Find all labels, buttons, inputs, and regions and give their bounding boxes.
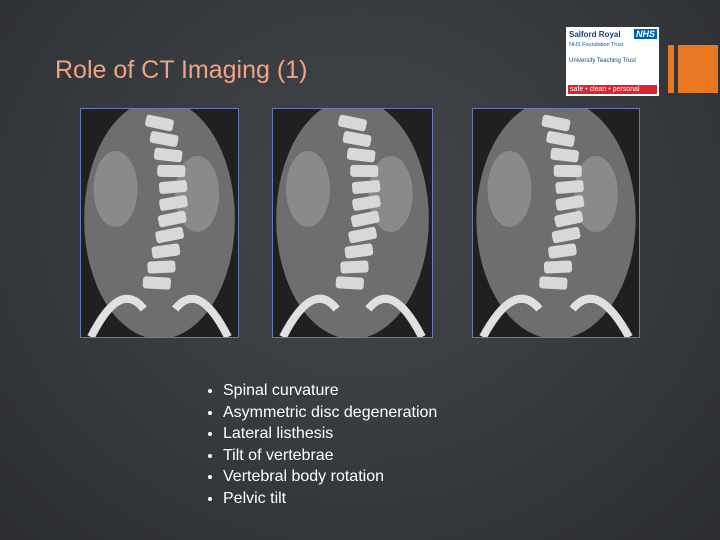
scan-detail — [149, 131, 179, 147]
scan-detail — [279, 294, 426, 337]
scan-detail — [342, 131, 372, 147]
scan-detail — [550, 147, 579, 163]
scan-detail — [551, 226, 581, 244]
scan-detail — [153, 147, 183, 163]
logo-university: University Teaching Trust — [569, 58, 636, 64]
scan-detail — [555, 180, 584, 194]
bullet-item: Spinal curvature — [223, 380, 437, 402]
scan-detail — [87, 294, 232, 337]
scan-detail — [553, 164, 582, 178]
scan-detail — [543, 260, 573, 274]
scan-detail — [147, 260, 176, 274]
logo-nhs: NHS — [633, 29, 657, 39]
scan-detail — [338, 114, 367, 132]
scan-detail — [479, 294, 633, 337]
scan-detail — [350, 164, 379, 178]
scan-detail — [340, 260, 369, 274]
scan-detail — [352, 195, 381, 211]
scan-detail — [548, 243, 577, 259]
ct-image — [272, 108, 433, 338]
scan-detail — [145, 114, 174, 132]
logo-motto: safe • clean • personal — [568, 85, 657, 94]
scan-detail — [554, 210, 584, 228]
scan-detail — [151, 243, 181, 259]
scan-detail — [346, 147, 376, 163]
scan-detail — [344, 243, 374, 259]
slide-title: Role of CT Imaging (1) — [55, 56, 308, 84]
accent-bar — [668, 45, 674, 93]
scan-detail — [157, 210, 187, 228]
scan-detail — [158, 180, 188, 194]
bullet-item: Vertebral body rotation — [223, 466, 437, 488]
scan-detail — [368, 156, 413, 232]
scan-detail — [175, 156, 220, 232]
scan-detail — [555, 195, 585, 211]
ct-image — [80, 108, 239, 338]
logo: Salford Royal NHS NHS Foundation Trust U… — [566, 27, 659, 96]
logo-name: Salford Royal — [569, 30, 621, 39]
accent-bar — [678, 45, 718, 93]
scan-detail — [159, 195, 188, 211]
scan-detail — [93, 151, 138, 227]
bullet-item: Pelvic tilt — [223, 488, 437, 510]
scan-detail — [348, 226, 377, 244]
scan-detail — [573, 156, 618, 232]
scan-detail — [155, 226, 184, 244]
scan-detail — [335, 276, 364, 290]
bullet-list: Spinal curvatureAsymmetric disc degenera… — [200, 380, 437, 510]
scan-detail — [142, 276, 171, 290]
scan-detail — [546, 131, 575, 147]
scan-detail — [351, 180, 381, 194]
scan-detail — [539, 276, 568, 290]
scan-detail — [541, 114, 571, 132]
scan-detail — [487, 151, 532, 227]
scan-detail — [157, 164, 186, 178]
logo-trust: NHS Foundation Trust — [569, 42, 624, 48]
ct-image — [472, 108, 640, 338]
bullet-item: Lateral listhesis — [223, 423, 437, 445]
scan-detail — [350, 210, 380, 228]
scan-detail — [285, 151, 330, 227]
bullet-item: Tilt of vertebrae — [223, 445, 437, 467]
bullet-item: Asymmetric disc degeneration — [223, 402, 437, 424]
